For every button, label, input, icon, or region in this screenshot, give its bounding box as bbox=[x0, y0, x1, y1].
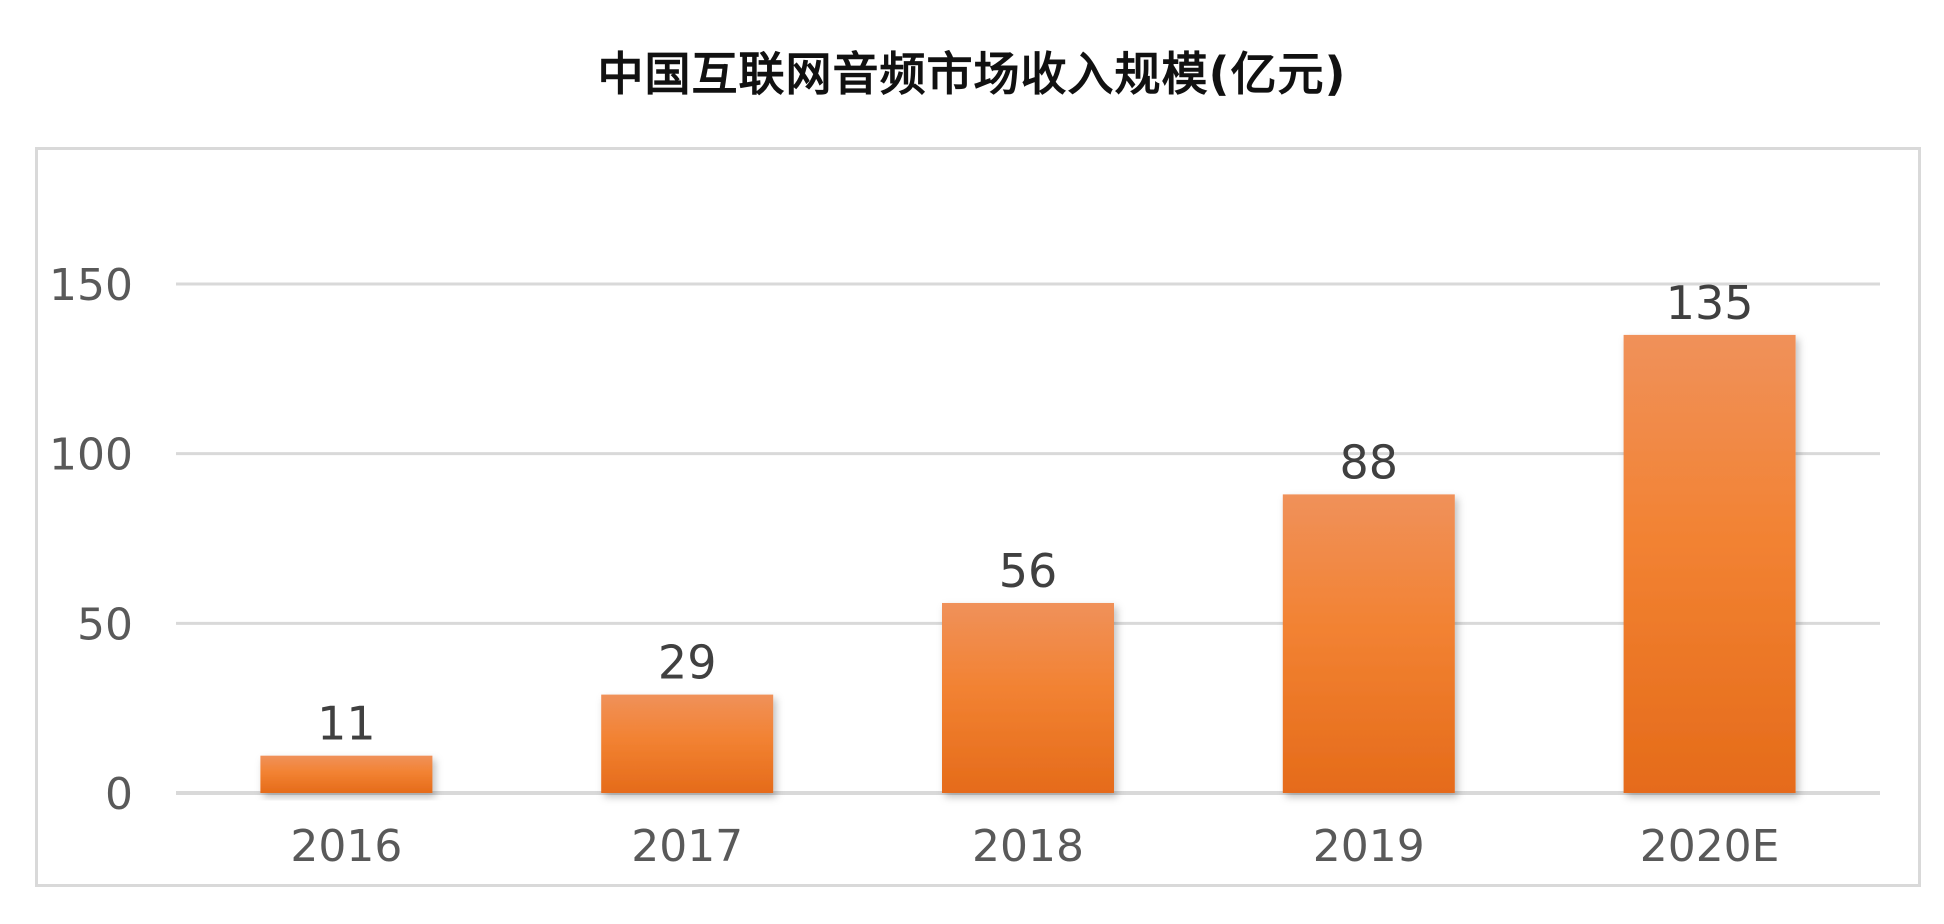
y-tick-label: 50 bbox=[77, 599, 133, 650]
y-axis-ticks: 0 50 100 150 bbox=[49, 260, 133, 820]
data-label-2017: 29 bbox=[658, 636, 717, 690]
bars bbox=[260, 334, 1796, 793]
x-tick-label-2017: 2017 bbox=[631, 821, 743, 872]
bar-2020E bbox=[1623, 334, 1796, 793]
data-label-2020E: 135 bbox=[1666, 276, 1754, 330]
data-label-2019: 88 bbox=[1340, 435, 1399, 489]
y-tick-label: 100 bbox=[49, 430, 133, 481]
y-tick-label: 0 bbox=[105, 769, 133, 820]
x-tick-label-2020E: 2020E bbox=[1640, 821, 1780, 872]
bar-2017 bbox=[601, 694, 774, 793]
data-label-2018: 56 bbox=[999, 544, 1058, 598]
x-tick-label-2018: 2018 bbox=[972, 821, 1084, 872]
chart-title: 中国互联网音频市场收入规模(亿元) bbox=[597, 47, 1347, 101]
x-tick-label-2019: 2019 bbox=[1313, 821, 1425, 872]
bar-2019 bbox=[1282, 494, 1455, 793]
x-tick-label-2016: 2016 bbox=[290, 821, 402, 872]
y-tick-label: 150 bbox=[49, 260, 133, 311]
data-label-2016: 11 bbox=[317, 697, 376, 751]
data-labels: 11 29 56 88 135 bbox=[317, 276, 1753, 751]
x-axis-ticks: 2016 2017 2018 2019 2020E bbox=[290, 821, 1779, 872]
bar-2016 bbox=[260, 755, 433, 793]
bar-2018 bbox=[942, 602, 1114, 793]
